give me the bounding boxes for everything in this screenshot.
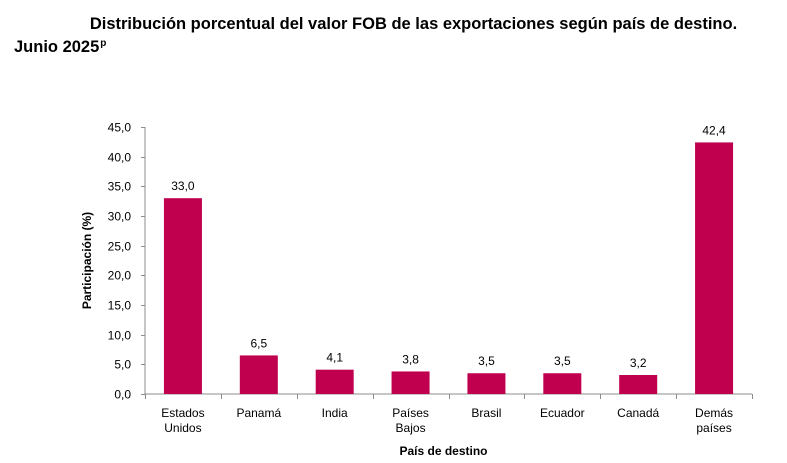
x-tick-label: Canadá xyxy=(617,406,659,420)
y-tick-label: 15,0 xyxy=(108,299,132,313)
y-tick-label: 25,0 xyxy=(108,240,132,254)
y-tick-label: 40,0 xyxy=(108,151,132,165)
chart-title: Distribución porcentual del valor FOB de… xyxy=(89,15,738,33)
data-label: 3,5 xyxy=(478,354,495,368)
bar xyxy=(391,371,430,394)
data-label: 3,8 xyxy=(402,352,419,366)
x-tick-label: India xyxy=(322,406,348,420)
chart-subtitle: Junio 2025p xyxy=(14,38,106,57)
y-axis-title: Participación (%) xyxy=(80,212,94,309)
bar xyxy=(467,373,506,394)
y-tick-label: 35,0 xyxy=(108,180,132,194)
y-tick-label: 30,0 xyxy=(108,210,132,224)
bar xyxy=(163,198,202,394)
data-label: 3,2 xyxy=(630,356,647,370)
bar xyxy=(239,355,278,394)
bar xyxy=(543,373,582,394)
data-label: 6,5 xyxy=(250,336,267,350)
bar xyxy=(695,142,734,394)
chart-subtitle-text: Junio 2025 xyxy=(14,38,100,56)
x-tick-label: Estados Unidos xyxy=(161,406,204,435)
y-tick-label: 45,0 xyxy=(108,121,132,135)
x-tick-label: Demás países xyxy=(695,406,733,435)
x-tick-label: Países Bajos xyxy=(392,406,429,435)
x-axis-title: País de destino xyxy=(399,444,487,458)
x-tick-label: Ecuador xyxy=(540,406,585,420)
bar xyxy=(619,375,658,394)
data-label: 42,4 xyxy=(702,123,726,137)
data-label: 4,1 xyxy=(326,351,343,365)
data-label: 3,5 xyxy=(554,354,571,368)
data-label: 33,0 xyxy=(171,179,195,193)
x-tick-label: Brasil xyxy=(471,406,501,420)
bar xyxy=(315,369,354,394)
y-tick-label: 20,0 xyxy=(108,269,132,283)
y-tick-label: 10,0 xyxy=(108,329,132,343)
y-tick-label: 0,0 xyxy=(114,388,131,402)
y-tick-label: 5,0 xyxy=(114,358,131,372)
preliminary-marker: p xyxy=(100,38,107,49)
x-tick-label: Panamá xyxy=(236,406,281,420)
